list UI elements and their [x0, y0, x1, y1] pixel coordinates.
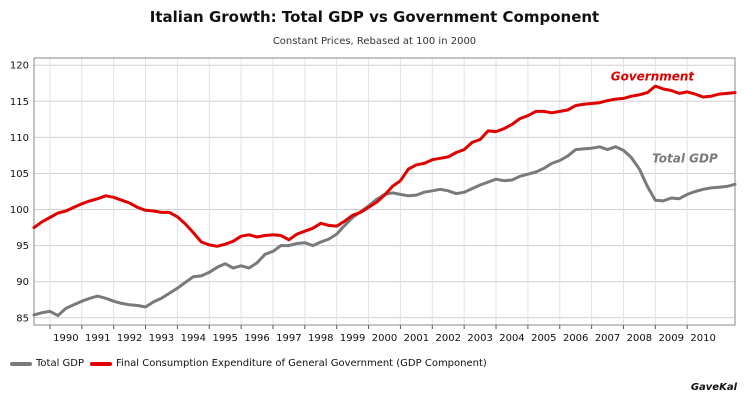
x-tick-label: 2001 [404, 333, 429, 344]
x-tick-label: 2008 [627, 333, 652, 344]
legend-swatch-total-gdp [10, 361, 32, 366]
x-tick-label: 1996 [244, 333, 269, 344]
y-tick-label: 95 [16, 241, 29, 252]
x-tick-label: 2000 [372, 333, 397, 344]
x-tick-label: 1992 [117, 333, 142, 344]
x-tick-label: 1997 [276, 333, 301, 344]
plot-frame [33, 57, 736, 326]
series-lines [32, 84, 737, 318]
x-tick-label: 1995 [212, 333, 237, 344]
x-tick-label: 2007 [595, 333, 620, 344]
x-tick-label: 1991 [85, 333, 110, 344]
x-tick-label: 2005 [531, 333, 556, 344]
y-tick-labels: 85 90 95 100 105 110 115 120 [10, 61, 29, 325]
x-tick-label: 2009 [659, 333, 684, 344]
legend-item-government: Final Consumption Expenditure of General… [90, 358, 487, 369]
x-tick-label: 1994 [181, 333, 206, 344]
x-tick-label: 2004 [499, 333, 524, 344]
x-tick-label: 2002 [436, 333, 461, 344]
y-tick-label: 105 [10, 169, 29, 180]
x-tick-labels: 1990 1991 1992 1993 1994 1995 1996 1997 1998 1999… [53, 333, 716, 344]
legend-label-total-gdp: Total GDP [36, 358, 85, 369]
legend-item-total-gdp: Total GDP [10, 358, 84, 369]
x-tick-label: 1993 [149, 333, 174, 344]
x-tick-label: 1999 [340, 333, 365, 344]
series-inline-labels: Total GDP Government [611, 69, 718, 165]
series-line-government [32, 84, 737, 248]
y-tick-label: 90 [16, 277, 29, 288]
x-tick-label: 1990 [53, 333, 78, 344]
y-tick-label: 110 [10, 133, 29, 144]
axes [33, 57, 736, 329]
inline-label-government: Government [611, 69, 696, 83]
legend-swatch-government [90, 361, 113, 366]
y-tick-label: 120 [10, 61, 29, 72]
chart-subtitle: Constant Prices, Rebased at 100 in 2000 [272, 36, 477, 47]
x-tick-label: 2006 [563, 333, 588, 344]
y-tick-label: 85 [16, 313, 29, 324]
legend: Total GDP Final Consumption Expenditure … [10, 358, 493, 369]
inline-label-total-gdp: Total GDP [652, 152, 718, 166]
series-line-total-gdp [32, 145, 737, 318]
y-tick-label: 100 [10, 205, 29, 216]
legend-label-government: Final Consumption Expenditure of General… [116, 358, 487, 369]
brand-logo-text: GaveKal [690, 382, 737, 393]
chart-title: Italian Growth: Total GDP vs Government … [149, 8, 600, 26]
x-tick-label: 1998 [308, 333, 333, 344]
x-tick-label: 2010 [690, 333, 715, 344]
y-tick-label: 115 [10, 97, 29, 108]
x-tick-label: 2003 [467, 333, 492, 344]
